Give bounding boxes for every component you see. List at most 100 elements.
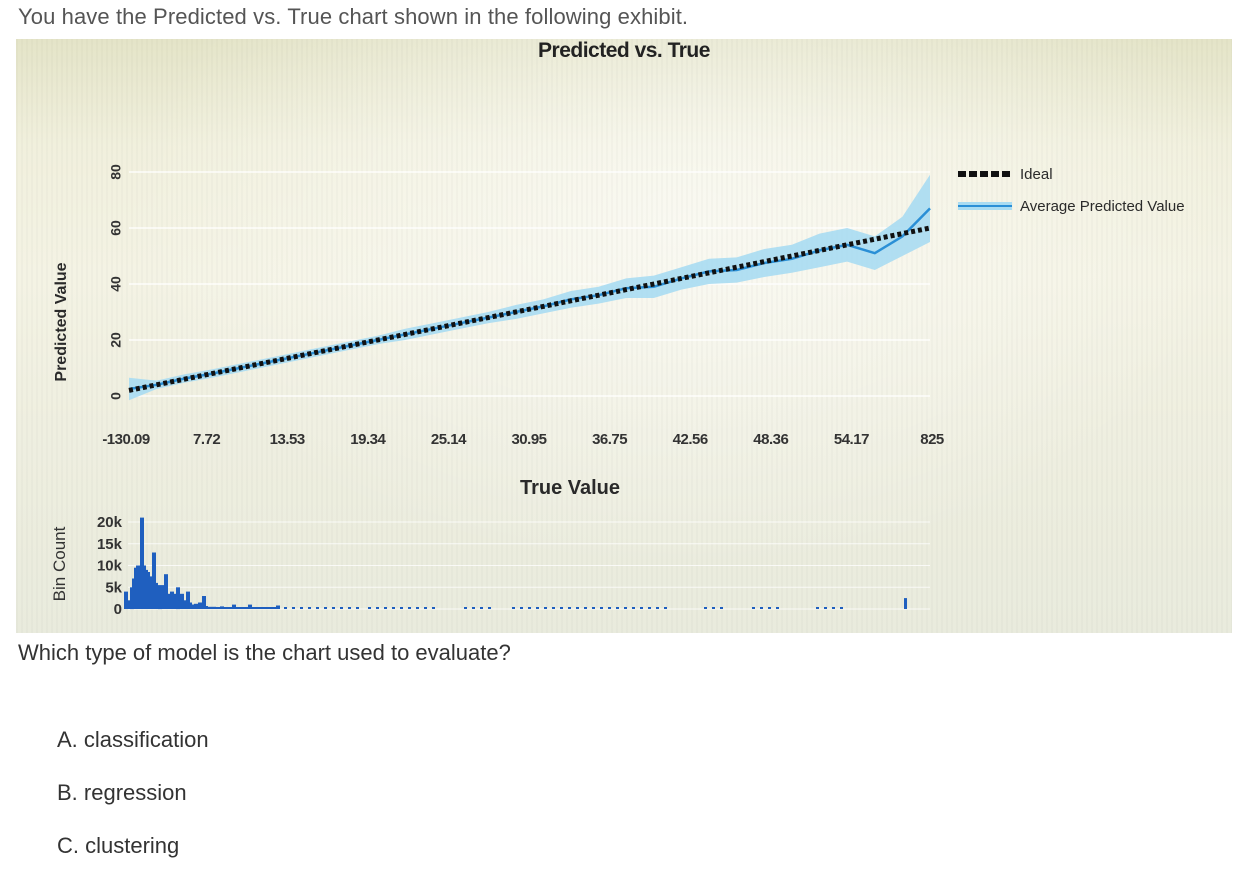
legend-label-average-predicted: Average Predicted Value xyxy=(1020,197,1185,215)
chart-legend: Ideal Average Predicted Value xyxy=(958,158,1185,222)
histogram-bar xyxy=(228,607,232,609)
histogram-bar xyxy=(368,607,371,609)
histogram-bar xyxy=(384,607,387,609)
histogram-bar xyxy=(356,607,359,609)
x-tick-label: 825 xyxy=(920,431,944,448)
histogram-bar xyxy=(316,607,319,609)
legend-swatch-average-predicted xyxy=(958,199,1012,213)
chart-title: Predicted vs. True xyxy=(538,39,710,62)
histogram-bar xyxy=(264,607,268,609)
x-tick-label: 42.56 xyxy=(673,431,708,448)
x-axis-label: True Value xyxy=(519,477,621,499)
legend-label-ideal: Ideal xyxy=(1020,165,1053,183)
histogram-bar xyxy=(512,607,515,609)
histogram-bar xyxy=(176,587,180,610)
histogram-bar xyxy=(704,607,707,609)
x-tick-label: 30.95 xyxy=(511,431,546,448)
histogram-bar xyxy=(276,605,280,609)
histogram-bar xyxy=(204,606,208,609)
histogram-bar xyxy=(180,593,184,609)
histogram-bar xyxy=(424,607,427,609)
ideal-line xyxy=(128,225,931,393)
histogram-bar xyxy=(216,607,220,609)
histogram-bar xyxy=(752,607,755,609)
histogram-bar xyxy=(348,607,351,609)
bin-count-tick-label: 10k xyxy=(97,558,123,575)
histogram-bar xyxy=(164,574,168,609)
option-c[interactable]: C. clustering xyxy=(57,833,180,858)
histogram-bar xyxy=(308,607,311,609)
x-tick-label: 36.75 xyxy=(592,431,627,448)
x-tick-label: 13.53 xyxy=(270,431,305,448)
histogram-bar xyxy=(392,607,395,609)
histogram-bar xyxy=(552,607,555,609)
answer-options: A. classification B. regression C. clust… xyxy=(57,727,209,886)
x-tick-label: -130.09 xyxy=(102,431,150,448)
histogram-bar xyxy=(528,607,531,609)
histogram-bar xyxy=(400,607,403,609)
histogram-bar xyxy=(584,607,587,609)
histogram-bar xyxy=(340,607,343,609)
histogram-bar xyxy=(760,607,763,609)
histogram-bar xyxy=(720,607,723,609)
histogram-bar xyxy=(432,607,435,609)
histogram-bar xyxy=(632,607,635,609)
histogram-bar xyxy=(252,607,256,609)
histogram-bar xyxy=(332,607,335,609)
histogram-bar xyxy=(824,607,827,609)
histogram-bar xyxy=(232,604,236,609)
histogram-bar xyxy=(536,607,539,609)
histogram-bar xyxy=(416,607,419,609)
histogram-bar xyxy=(544,607,547,609)
y-tick-label: 20 xyxy=(108,332,124,348)
histogram-bar xyxy=(624,607,627,609)
histogram-bar xyxy=(656,607,659,609)
bin-count-tick-label: 20k xyxy=(97,514,123,531)
predicted-vs-true-plot: 0 20 40 60 80 -130.09 7.72 13.53 19.34 25.14 30.95… xyxy=(97,164,944,618)
histogram-bar xyxy=(202,596,206,609)
option-b[interactable]: B. regression xyxy=(57,780,187,805)
histogram-bar xyxy=(212,606,216,609)
histogram-bar xyxy=(292,607,295,609)
histogram-bar xyxy=(324,607,327,609)
question-intro: You have the Predicted vs. True chart sh… xyxy=(18,4,689,29)
histogram-bar xyxy=(236,607,240,609)
histogram-bar xyxy=(648,607,651,609)
histogram-bar xyxy=(272,607,276,609)
histogram-bar xyxy=(124,591,128,609)
histogram-bar xyxy=(376,607,379,609)
legend-item-average-predicted: Average Predicted Value xyxy=(958,190,1185,222)
histogram-bar xyxy=(256,607,260,609)
histogram-bar xyxy=(560,607,563,609)
histogram-bar xyxy=(472,607,475,609)
y-tick-label: 40 xyxy=(108,276,124,292)
histogram-bar xyxy=(608,607,611,609)
histogram-bar xyxy=(152,552,156,609)
bin-count-tick-label: 5k xyxy=(105,579,122,596)
histogram-bar xyxy=(488,607,491,609)
x-tick-label: 19.34 xyxy=(350,431,386,448)
x-tick-label: 7.72 xyxy=(193,431,220,448)
question-text: Which type of model is the chart used to… xyxy=(18,640,511,665)
option-a[interactable]: A. classification xyxy=(57,727,209,752)
histogram-bar xyxy=(220,606,224,609)
histogram-bar xyxy=(520,607,523,609)
x-tick-label: 48.36 xyxy=(753,431,788,448)
histogram-bar xyxy=(776,607,779,609)
legend-swatch-ideal xyxy=(958,167,1012,181)
histogram-bar xyxy=(186,591,190,609)
histogram-bar xyxy=(816,607,819,609)
histogram-bar xyxy=(268,607,272,609)
histogram-bar xyxy=(300,607,303,609)
histogram-bar xyxy=(248,604,252,609)
histogram-bar xyxy=(712,607,715,609)
histogram-bar xyxy=(464,607,467,609)
histogram-bar xyxy=(260,607,264,609)
histogram-bar xyxy=(640,607,643,609)
exhibit-image: Predicted vs. True Predicted Value Bin C… xyxy=(16,39,1232,633)
histogram-bar xyxy=(592,607,595,609)
y-tick-label: 60 xyxy=(108,220,124,236)
y-tick-label: 0 xyxy=(108,392,124,400)
histogram-bar xyxy=(284,607,287,609)
histogram-bar xyxy=(140,517,144,609)
